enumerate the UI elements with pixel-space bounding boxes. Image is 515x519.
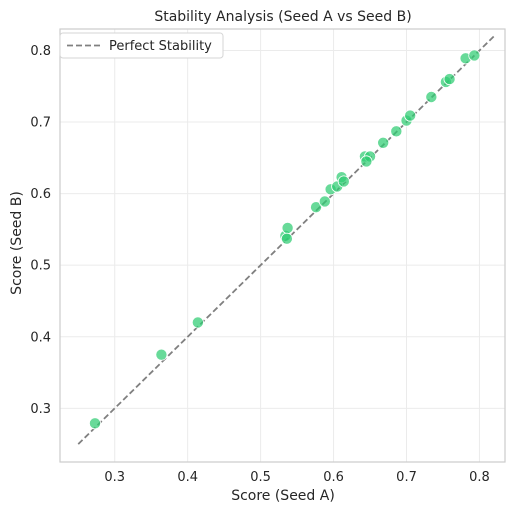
data-point (318, 195, 331, 208)
data-point (191, 316, 204, 329)
y-axis-ticks: 0.3 0.4 0.5 0.6 0.7 0.8 (30, 44, 51, 417)
data-point (280, 232, 293, 245)
plot-frame (59, 28, 506, 463)
y-tick-label: 0.7 (30, 116, 51, 131)
grid-lines (60, 29, 505, 462)
data-point (89, 417, 102, 430)
data-point (377, 136, 390, 149)
x-tick-label: 0.8 (469, 470, 490, 485)
x-tick-label: 0.5 (250, 470, 271, 485)
chart-title: Stability Analysis (Seed A vs Seed B) (154, 9, 411, 25)
data-point (443, 73, 456, 86)
y-tick-label: 0.5 (30, 259, 51, 274)
data-point (310, 201, 323, 214)
data-point (360, 155, 373, 168)
x-axis-label: Score (Seed A) (231, 488, 335, 504)
x-tick-label: 0.7 (396, 470, 417, 485)
x-tick-label: 0.6 (323, 470, 344, 485)
legend-box (59, 32, 224, 59)
y-tick-label: 0.6 (30, 187, 51, 202)
data-point (468, 49, 481, 62)
y-tick-label: 0.3 (30, 402, 51, 417)
legend: Perfect Stability (59, 32, 224, 59)
data-point (404, 109, 417, 122)
data-point (155, 348, 168, 361)
y-tick-label: 0.8 (30, 44, 51, 59)
data-point (281, 221, 294, 234)
data-point (337, 175, 350, 188)
data-point (390, 125, 403, 138)
legend-label: Perfect Stability (109, 39, 212, 54)
data-points (89, 49, 481, 430)
y-axis-label: Score (Seed B) (9, 191, 25, 295)
y-tick-label: 0.4 (30, 330, 51, 345)
x-axis-ticks: 0.3 0.4 0.5 0.6 0.7 0.8 (104, 470, 489, 485)
data-point (425, 90, 438, 103)
x-tick-label: 0.4 (177, 470, 198, 485)
x-tick-label: 0.3 (104, 470, 125, 485)
